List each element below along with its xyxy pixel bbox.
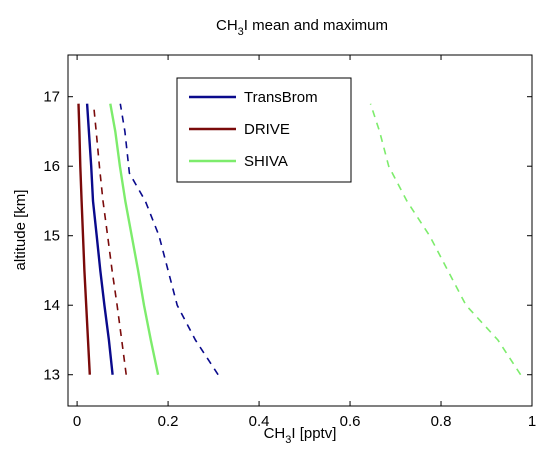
x-tick-label: 0.2 bbox=[158, 413, 179, 430]
series-line-shiva-mean bbox=[109, 103, 160, 375]
x-axis-label-main: CH bbox=[264, 425, 286, 442]
y-tick-label: 14 bbox=[43, 297, 60, 314]
chart-title: CH3I mean and maximum bbox=[216, 17, 388, 38]
x-tick-label: 1 bbox=[528, 413, 536, 430]
y-tick-label: 17 bbox=[43, 89, 60, 106]
x-tick-label: 0 bbox=[73, 413, 81, 430]
legend-label-drive: DRIVE bbox=[244, 121, 290, 138]
chart-title-subscript: 3 bbox=[238, 26, 244, 38]
x-tick-label: 0.6 bbox=[340, 413, 361, 430]
x-axis-label-subscript: 3 bbox=[285, 434, 291, 446]
series-line-drive-mean bbox=[77, 103, 91, 375]
legend-label-transbrom: TransBrom bbox=[244, 89, 318, 106]
x-tick-label: 0.4 bbox=[249, 413, 270, 430]
y-tick-label: 16 bbox=[43, 158, 60, 175]
series-line-shiva-maximum bbox=[369, 103, 522, 376]
data-series bbox=[77, 103, 522, 376]
chart-title-main: CH bbox=[216, 17, 238, 34]
axis-ticks: 0 0.2 0.4 0.6 0.8 1 13 14 15 16 17 bbox=[43, 55, 536, 430]
chart-title-rest: I mean and maximum bbox=[244, 17, 388, 34]
series-line-transbrom-maximum bbox=[119, 103, 219, 376]
y-tick-label: 13 bbox=[43, 367, 60, 384]
y-tick-label: 15 bbox=[43, 228, 60, 245]
x-axis-label: CH3I [pptv] bbox=[264, 425, 337, 446]
x-axis-label-rest: I [pptv] bbox=[291, 425, 336, 442]
legend-items: TransBrom DRIVE SHIVA bbox=[189, 89, 318, 170]
y-axis-label: altitude [km] bbox=[12, 190, 29, 271]
legend: TransBrom DRIVE SHIVA bbox=[176, 77, 352, 183]
x-tick-label: 0.8 bbox=[431, 413, 452, 430]
legend-label-shiva: SHIVA bbox=[244, 153, 288, 170]
series-line-transbrom-mean bbox=[85, 103, 114, 375]
